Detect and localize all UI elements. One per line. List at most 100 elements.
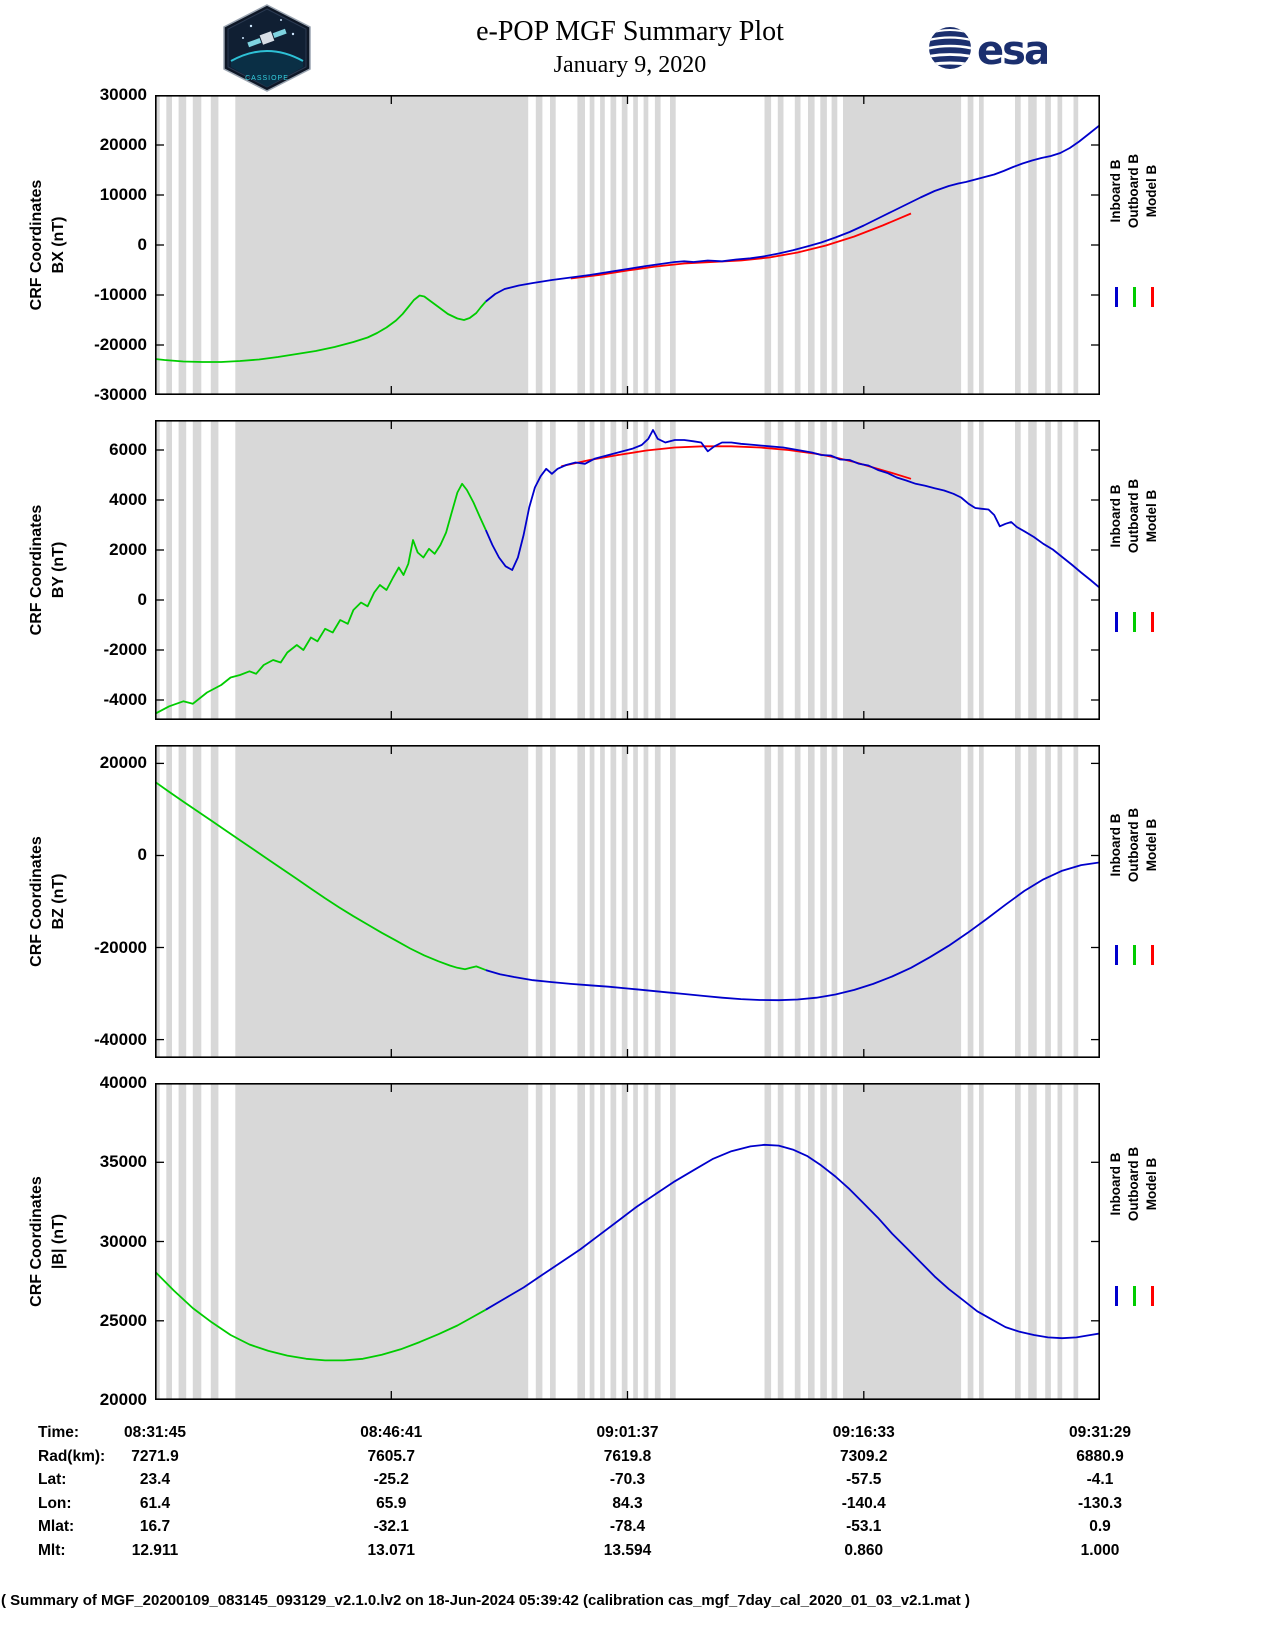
data-gap-band [192, 95, 202, 395]
data-gap-band [550, 420, 556, 720]
data-gap-band [166, 420, 172, 720]
data-gap-band [979, 95, 984, 395]
data-gap-band [1057, 420, 1063, 720]
data-gap-band [1028, 95, 1037, 395]
page-title: e-POP MGF Summary Plot [476, 16, 784, 47]
data-gap-band [577, 745, 585, 1058]
data-gap-band [1073, 420, 1079, 720]
patch-star [291, 32, 295, 36]
data-gap-band [820, 745, 827, 1058]
table-cell: -25.2 [373, 1471, 409, 1489]
legend-inboard-label: Inboard B [1108, 484, 1123, 548]
data-gap-band [1028, 745, 1037, 1058]
data-gap-band [166, 95, 172, 395]
data-gap-band [820, 420, 827, 720]
data-gap-band [843, 1083, 962, 1400]
data-gap-band [600, 1083, 605, 1400]
data-gap-band [764, 745, 772, 1058]
data-gap-band [808, 420, 815, 720]
data-gap-band [777, 95, 784, 395]
data-gap-band [1015, 420, 1021, 720]
table-cell: 13.594 [603, 1542, 652, 1559]
data-gap-band [178, 745, 187, 1058]
data-gap-band [550, 1083, 556, 1400]
legend-inboard-label: Inboard B [1108, 813, 1123, 877]
legend-inboard-line-sample [1114, 287, 1118, 307]
table-cell: 13.071 [367, 1542, 415, 1559]
data-gap-band [610, 420, 617, 720]
data-gap-band [967, 745, 974, 1058]
data-gap-band [178, 420, 187, 720]
legend-inboard-line-sample [1114, 612, 1118, 632]
data-gap-band [610, 745, 617, 1058]
data-gap-band [820, 1083, 827, 1400]
patch-star [280, 19, 282, 21]
data-gap-band [235, 95, 529, 395]
legend-inboard-line-sample [1114, 1285, 1118, 1306]
data-gap-band [621, 95, 628, 395]
data-gap-band [843, 420, 962, 720]
legend-inboard-label: Inboard B [1108, 1152, 1123, 1216]
data-gap-band [192, 420, 202, 720]
data-gap-band [192, 1083, 202, 1400]
bx-ytick-label: -10000 [94, 285, 147, 304]
data-gap-band [654, 745, 661, 1058]
data-gap-band [967, 95, 974, 395]
by-ytick-label: -4000 [103, 690, 147, 709]
data-gap-band [1057, 1083, 1063, 1400]
legend-inboard-label: Inboard B [1108, 159, 1123, 223]
data-gap-band [654, 420, 661, 720]
data-gap-band [967, 420, 974, 720]
data-gap-band [643, 95, 649, 395]
bx-ytick-label: 0 [137, 235, 147, 254]
legend-model-label: Model B [1144, 1158, 1159, 1211]
bz-outboard-series [155, 781, 487, 971]
data-gap-band [535, 95, 543, 395]
data-gap-band [600, 95, 605, 395]
data-gap-band [192, 745, 202, 1058]
bmag-ytick-label: 30000 [99, 1231, 147, 1251]
bz-ytick-label: 20000 [99, 753, 147, 773]
data-gap-band [210, 420, 219, 720]
table-cell: 0.860 [844, 1542, 884, 1559]
legend-outboard-label: Outboard B [1126, 808, 1141, 883]
data-gap-band [1045, 420, 1051, 720]
data-gap-band [550, 745, 556, 1058]
data-gap-band [967, 1083, 974, 1400]
table-cell: 16.7 [139, 1518, 171, 1536]
table-cell: -53.1 [846, 1518, 882, 1536]
bx-panel [155, 95, 1100, 395]
data-gap-band [178, 95, 187, 395]
data-gap-band [633, 420, 638, 720]
legend-model-label: Model B [1144, 818, 1159, 872]
data-gap-band [600, 745, 605, 1058]
data-gap-band [1045, 95, 1051, 395]
data-gap-band [535, 745, 543, 1058]
data-gap-band [670, 420, 676, 720]
data-gap-band [610, 95, 617, 395]
bz-panel [155, 745, 1100, 1058]
data-gap-band [764, 95, 772, 395]
data-gap-band [155, 420, 160, 720]
data-gap-band [1028, 420, 1037, 720]
data-gap-band [1057, 745, 1063, 1058]
data-gap-band [577, 95, 585, 395]
data-gap-band [210, 745, 219, 1058]
table-row-label: Mlat: [38, 1518, 75, 1536]
data-gap-band [643, 420, 649, 720]
data-gap-band [1073, 95, 1079, 395]
data-gap-band [235, 420, 529, 720]
data-gap-band [589, 420, 595, 720]
table-cell: 08:31:45 [123, 1424, 187, 1441]
table-cell: 6880.9 [1076, 1447, 1124, 1465]
table-cell: 84.3 [612, 1494, 643, 1512]
bx-outboard-series [155, 294, 487, 363]
patch-star [249, 24, 253, 28]
data-gap-band [831, 1083, 838, 1400]
patch-earth-limb [231, 52, 303, 87]
data-gap-band [820, 95, 827, 395]
data-gap-band [600, 420, 605, 720]
data-gap-band [621, 420, 628, 720]
data-gap-band [670, 95, 676, 395]
table-cell: 61.4 [139, 1494, 171, 1512]
